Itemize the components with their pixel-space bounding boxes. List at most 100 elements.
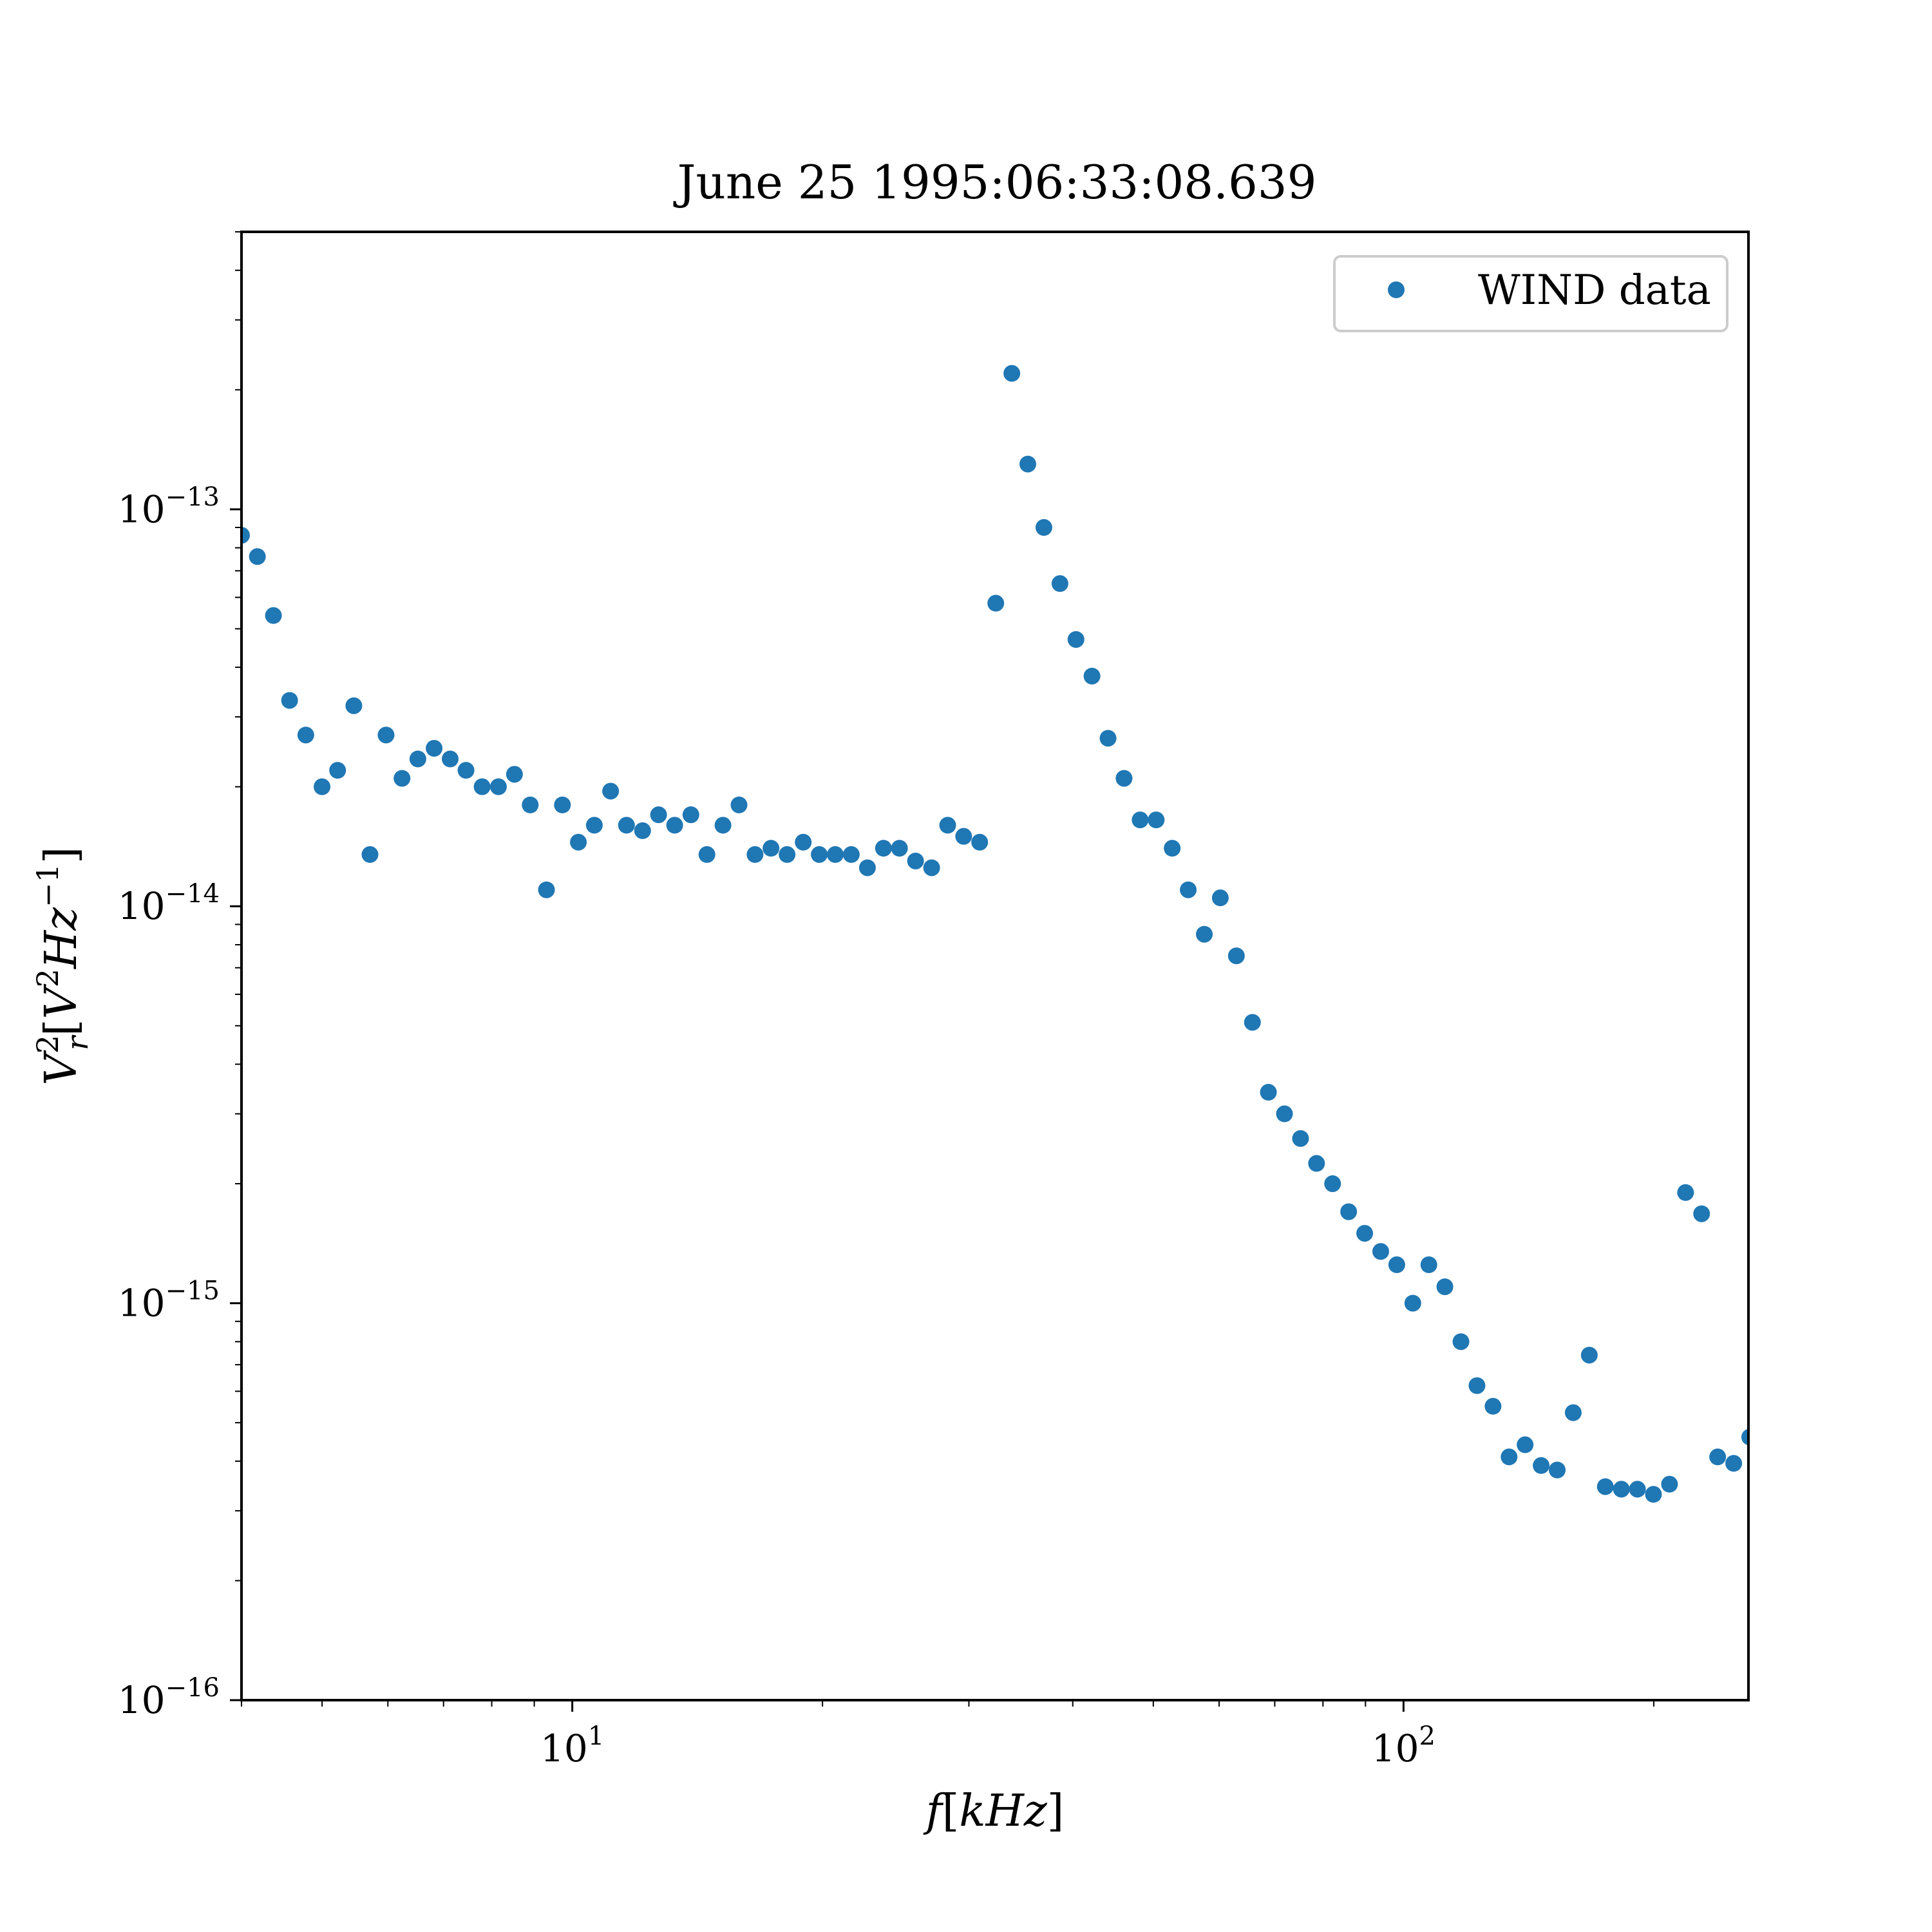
data-point <box>1452 1333 1470 1350</box>
data-point <box>666 817 683 834</box>
data-point <box>314 778 331 795</box>
data-point <box>538 881 555 898</box>
data-point <box>1019 455 1036 473</box>
data-point <box>698 846 715 863</box>
y-axis-label: V2r[V2Hz−1] <box>30 847 95 1086</box>
data-point <box>489 778 507 795</box>
data-point <box>570 833 587 851</box>
y-axis-ticks: 10−16 10−15 10−14 10−13 <box>118 231 242 1722</box>
plot-frame <box>240 231 1750 1701</box>
data-point <box>1340 1203 1358 1220</box>
x-axis-label: f[kHz] <box>923 1786 1065 1837</box>
data-point <box>1292 1130 1309 1147</box>
data-point <box>1260 1084 1277 1101</box>
data-point <box>1083 667 1101 685</box>
data-point <box>650 806 667 824</box>
data-point <box>249 548 266 565</box>
data-point <box>242 527 250 544</box>
data-point <box>714 817 732 834</box>
data-point <box>730 796 748 813</box>
data-point <box>779 846 796 863</box>
data-point <box>1324 1175 1341 1193</box>
data-point <box>1484 1397 1502 1415</box>
data-point <box>842 846 860 863</box>
data-point <box>345 697 363 714</box>
data-point <box>329 762 346 779</box>
data-point <box>1372 1243 1389 1260</box>
data-point <box>585 817 603 834</box>
data-point <box>1196 925 1213 943</box>
data-point <box>506 766 523 783</box>
data-point <box>1051 575 1068 592</box>
data-point <box>409 750 426 768</box>
data-point <box>1741 1428 1748 1446</box>
data-point <box>1613 1481 1630 1498</box>
x-tick-label: 102 <box>1372 1721 1435 1770</box>
data-point <box>1356 1225 1374 1242</box>
data-point <box>1132 811 1149 829</box>
data-point <box>1164 840 1181 857</box>
legend-marker <box>1388 281 1405 298</box>
data-point <box>522 796 539 813</box>
data-point <box>1677 1184 1694 1201</box>
data-point <box>618 817 635 834</box>
data-point <box>1308 1155 1325 1172</box>
data-point <box>297 726 314 744</box>
data-point <box>634 822 651 839</box>
data-point <box>377 726 395 744</box>
data-point <box>442 750 459 768</box>
data-point <box>1517 1436 1534 1454</box>
data-point <box>1244 1014 1261 1031</box>
data-point <box>762 840 780 857</box>
y-tick-label: 10−14 <box>118 879 220 928</box>
data-point <box>1148 811 1165 829</box>
data-point <box>1404 1294 1421 1312</box>
data-point <box>1693 1205 1710 1222</box>
y-tick-label: 10−15 <box>118 1276 220 1325</box>
data-point <box>1003 365 1021 382</box>
data-point <box>265 607 282 624</box>
data-point <box>554 796 571 813</box>
data-point <box>955 828 972 845</box>
y-tick-label: 10−13 <box>118 482 220 531</box>
data-point <box>1661 1475 1678 1493</box>
data-point <box>426 739 443 757</box>
legend-box <box>1333 255 1728 332</box>
data-point <box>1533 1457 1550 1474</box>
data-point <box>1388 1256 1405 1273</box>
data-point <box>682 806 699 824</box>
data-point <box>827 846 844 863</box>
data-point <box>891 840 908 857</box>
data-point <box>361 846 379 863</box>
legend-label: WIND data <box>1478 267 1711 314</box>
data-point <box>1709 1448 1727 1466</box>
data-point <box>1276 1105 1293 1122</box>
y-tick-label: 10−16 <box>118 1673 220 1722</box>
data-point <box>1645 1486 1662 1503</box>
data-point <box>858 859 876 876</box>
data-point <box>1115 770 1133 787</box>
data-point <box>1725 1455 1743 1472</box>
data-point <box>1596 1478 1614 1495</box>
data-point <box>393 770 411 787</box>
data-point <box>1436 1278 1454 1296</box>
data-point <box>602 782 620 800</box>
data-point <box>1067 630 1084 648</box>
data-point <box>1501 1448 1518 1466</box>
data-point <box>281 692 298 709</box>
data-point <box>1099 730 1117 747</box>
data-point <box>746 846 764 863</box>
data-point <box>795 833 812 851</box>
data-point <box>1211 889 1229 907</box>
legend: WIND data <box>1333 255 1728 332</box>
data-point <box>1549 1461 1566 1479</box>
data-point <box>907 852 924 869</box>
x-tick-label: 101 <box>540 1721 604 1770</box>
data-point <box>875 840 892 857</box>
data-point <box>1180 881 1197 898</box>
data-point <box>811 846 828 863</box>
data-point <box>1580 1347 1598 1364</box>
data-point <box>1035 519 1052 536</box>
data-point <box>1564 1404 1582 1421</box>
